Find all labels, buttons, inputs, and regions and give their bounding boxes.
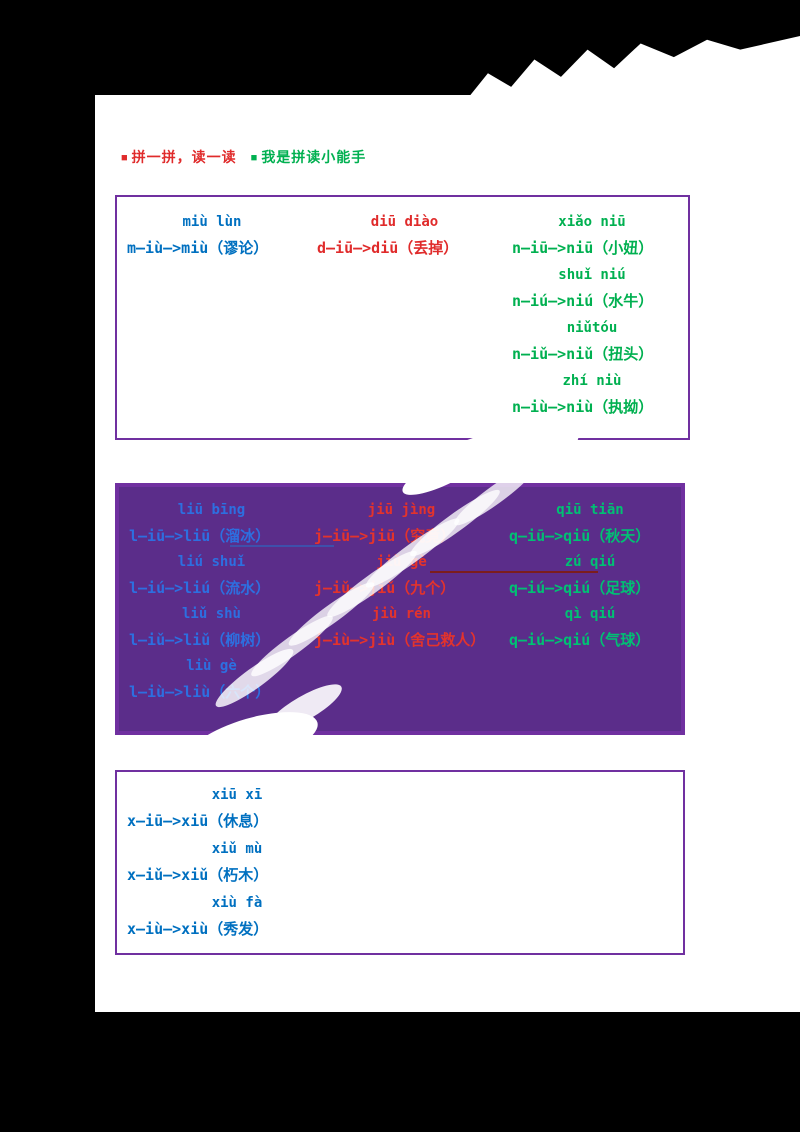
pinyin-word: liū bīng: [177, 502, 246, 518]
syllable-pair: liú shuǐ l—iú—>liú（流水）: [119, 549, 304, 601]
pinyin-word: liú shuǐ: [177, 554, 246, 570]
pinyin-word: jiù rén: [371, 606, 431, 622]
pinyin-formula: l—iǔ—>liǔ（柳树）: [129, 631, 271, 649]
pinyin-formula: m—iù—>miù（谬论）: [127, 239, 269, 257]
box2-column-l: liū bīng l—iū—>liū（溜冰） liú shuǐ l—iú—>li…: [119, 497, 304, 705]
pinyin-formula: l—iū—>liū（溜冰）: [129, 527, 271, 545]
pinyin-formula: l—iù—>liù（六个）: [129, 683, 271, 701]
pinyin-word: niǔtóu: [566, 320, 618, 336]
pinyin-word: zhí niù: [562, 373, 622, 389]
pinyin-word: xiǔ mù: [211, 841, 263, 857]
pinyin-formula: q—iú—>qiú（足球）: [509, 579, 651, 597]
box2-grid: liū bīng l—iū—>liū（溜冰） liú shuǐ l—iú—>li…: [119, 487, 681, 705]
box1-column-n: xiǎo niū n—iū—>niū（小妞） shuǐ niú n—iú—>ni…: [502, 209, 682, 421]
syllable-pair: liǔ shù l—iǔ—>liǔ（柳树）: [119, 601, 304, 653]
pinyin-formula: x—iū—>xiū（休息）: [127, 812, 269, 830]
pinyin-word: diū diào: [370, 214, 439, 230]
pinyin-formula: x—iǔ—>xiǔ（朽木）: [127, 866, 269, 884]
pinyin-formula: x—iù—>xiù（秀发）: [127, 920, 269, 938]
syllable-box-x: xiū xī x—iū—>xiū（休息） xiǔ mù x—iǔ—>xiǔ（朽木…: [115, 770, 685, 955]
pinyin-formula: j—iǔ—>jiǔ（九个）: [314, 579, 456, 597]
syllable-pair: xiū xī x—iū—>xiū（休息）: [117, 782, 357, 836]
pinyin-formula: q—iú—>qiú（气球）: [509, 631, 651, 649]
green-square-bullet: ■: [250, 152, 259, 164]
pinyin-formula: n—iú—>niú（水牛）: [512, 292, 654, 310]
syllable-pair: xiǔ mù x—iǔ—>xiǔ（朽木）: [117, 836, 357, 890]
syllable-box-ljq: liū bīng l—iū—>liū（溜冰） liú shuǐ l—iú—>li…: [115, 483, 685, 735]
pinyin-word: xiǎo niū: [558, 214, 626, 230]
box3-column-x: xiū xī x—iū—>xiū（休息） xiǔ mù x—iǔ—>xiǔ（朽木…: [117, 772, 357, 944]
syllable-pair: diū diào d—iū—>diū（丢掉）: [307, 209, 502, 262]
pinyin-word: qì qiú: [564, 606, 616, 622]
pinyin-word: xiù fà: [211, 895, 263, 911]
pinyin-word: shuǐ niú: [558, 267, 626, 283]
pinyin-word: qiū tiān: [556, 502, 624, 518]
syllable-pair: miù lùn m—iù—>miù（谬论）: [117, 209, 307, 262]
syllable-pair: jiù rén j—iù—>jiù（舍己救人）: [304, 601, 499, 653]
syllable-pair: qì qiú q—iú—>qiú（气球）: [499, 601, 681, 653]
pinyin-word: liǔ shù: [181, 606, 241, 622]
pinyin-formula: q—iū—>qiū（秋天）: [509, 527, 651, 545]
syllable-pair: liū bīng l—iū—>liū（溜冰）: [119, 497, 304, 549]
box1-grid: miù lùn m—iù—>miù（谬论） diū diào d—iū—>diū…: [117, 197, 688, 421]
syllable-box-mdn: miù lùn m—iù—>miù（谬论） diū diào d—iū—>diū…: [115, 195, 690, 440]
syllable-pair: xiù fà x—iù—>xiù（秀发）: [117, 890, 357, 944]
box1-column-d: diū diào d—iū—>diū（丢掉）: [307, 209, 502, 421]
syllable-pair: niǔtóu n—iǔ—>niǔ（扭头）: [502, 315, 682, 368]
title-green-text: 我是拼读小能手: [261, 149, 367, 165]
pinyin-word: zú qiú: [564, 554, 616, 570]
pinyin-formula: n—iū—>niū（小妞）: [512, 239, 654, 257]
pinyin-word: liù gè: [186, 658, 237, 674]
syllable-pair: zú qiú q—iú—>qiú（足球）: [499, 549, 681, 601]
box2-column-q: qiū tiān q—iū—>qiū（秋天） zú qiú q—iú—>qiú（…: [499, 497, 681, 705]
title-red-text: 拼一拼，读一读: [131, 149, 237, 165]
pinyin-formula: j—iù—>jiù（舍己救人）: [314, 631, 486, 649]
torn-paper-edge: [468, 36, 800, 98]
pinyin-formula: n—iù—>niù（执拗）: [512, 398, 654, 416]
syllable-pair: zhí niù n—iù—>niù（执拗）: [502, 368, 682, 421]
box1-column-m: miù lùn m—iù—>miù（谬论）: [117, 209, 307, 421]
pinyin-word: xiū xī: [211, 787, 263, 803]
pinyin-word: miù lùn: [182, 214, 242, 230]
syllable-pair: qiū tiān q—iū—>qiū（秋天）: [499, 497, 681, 549]
pinyin-formula: l—iú—>liú（流水）: [129, 579, 271, 597]
lesson-title: ■ 拼一拼，读一读 ■ 我是拼读小能手: [121, 147, 366, 167]
pinyin-word: jiū jìng: [367, 502, 436, 518]
dark-red-underline: [430, 571, 598, 573]
pinyin-formula: n—iǔ—>niǔ（扭头）: [512, 345, 654, 363]
syllable-pair: shuǐ niú n—iú—>niú（水牛）: [502, 262, 682, 315]
syllable-pair: xiǎo niū n—iū—>niū（小妞）: [502, 209, 682, 262]
pinyin-formula: d—iū—>diū（丢掉）: [317, 239, 459, 257]
blue-underline: [230, 545, 334, 547]
red-square-bullet: ■: [121, 152, 129, 164]
